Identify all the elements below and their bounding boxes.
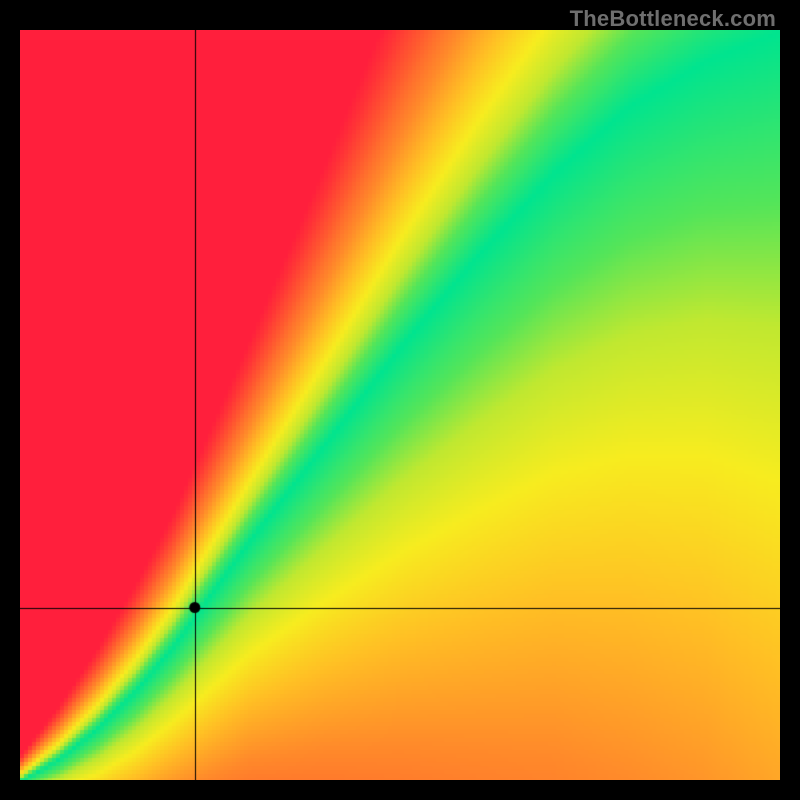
crosshair-overlay	[20, 30, 780, 780]
chart-container: TheBottleneck.com	[0, 0, 800, 800]
plot-area	[20, 30, 780, 780]
watermark-text: TheBottleneck.com	[570, 6, 776, 32]
